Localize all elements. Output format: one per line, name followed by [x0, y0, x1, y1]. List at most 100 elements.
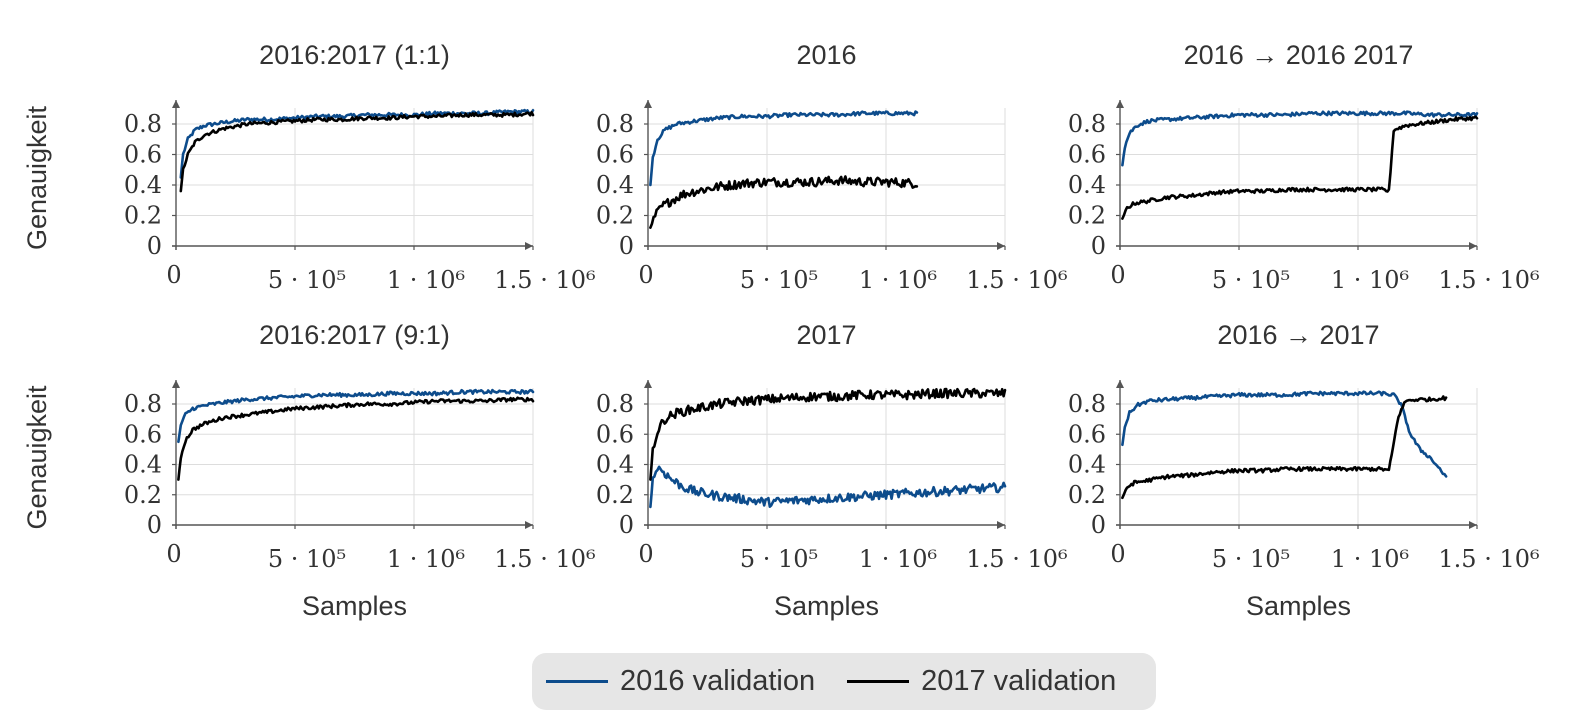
y-tick-label-1: 0.2: [1068, 481, 1106, 509]
x-tick-label-3: 1.5 · 10⁶: [1438, 266, 1539, 294]
legend-entry-2017: 2017 validation: [847, 665, 1116, 698]
x-tick-label-1: 5 · 10⁵: [268, 545, 346, 573]
y-tick-label-3: 0.6: [124, 141, 162, 169]
panel-p23: 00.20.40.60.80 5 · 10⁵ 1 · 10⁶ 1.5 · 10⁶201…: [1068, 320, 1540, 621]
x-axis-arrow: [997, 521, 1005, 529]
x-tick-label-0: 0: [638, 540, 653, 568]
series-p22-2017: [649, 387, 1007, 481]
panel-p12: 00.20.40.60.80 5 · 10⁵ 1 · 10⁶ 1.5 · 10⁶201…: [596, 40, 1068, 294]
y-axis-label: Genauigkeit: [22, 385, 52, 530]
series-p12-2016: [649, 110, 919, 187]
x-axis-arrow: [997, 242, 1005, 250]
y-tick-label-4: 0.8: [124, 110, 162, 138]
y-tick-label-3: 0.6: [124, 420, 162, 448]
x-tick-label-1: 5 · 10⁵: [268, 266, 346, 294]
panel-title: 2016 → 2016 2017: [1184, 40, 1414, 70]
x-tick-label-2: 1 · 10⁶: [1331, 545, 1409, 573]
x-tick-label-1: 5 · 10⁵: [740, 266, 818, 294]
legend-swatch-2016: [546, 680, 608, 683]
y-tick-label-2: 0.4: [124, 171, 162, 199]
x-tick-label-0: 0: [1110, 261, 1125, 289]
y-tick-label-1: 0.2: [124, 202, 162, 230]
panel-p22: 00.20.40.60.80 5 · 10⁵ 1 · 10⁶ 1.5 · 10⁶201…: [596, 320, 1068, 621]
y-tick-label-3: 0.6: [596, 420, 634, 448]
panel-title: 2016 → 2017: [1217, 320, 1379, 350]
y-tick-label-0: 0: [619, 511, 634, 539]
y-tick-label-4: 0.8: [596, 110, 634, 138]
x-axis-arrow: [1469, 521, 1477, 529]
y-tick-label-0: 0: [1091, 511, 1106, 539]
x-tick-label-2: 1 · 10⁶: [387, 266, 465, 294]
y-axis-arrow: [172, 100, 180, 108]
x-tick-label-3: 1.5 · 10⁶: [494, 266, 595, 294]
y-tick-label-2: 0.4: [596, 171, 634, 199]
legend-label-2017: 2017 validation: [921, 665, 1117, 697]
y-tick-label-0: 0: [147, 511, 162, 539]
y-tick-label-2: 0.4: [1068, 451, 1106, 479]
y-tick-label-3: 0.6: [1068, 420, 1106, 448]
y-tick-label-1: 0.2: [596, 481, 634, 509]
series-p22-2016: [649, 465, 1007, 509]
y-axis-arrow: [172, 380, 180, 388]
y-tick-label-4: 0.8: [1068, 390, 1106, 418]
series-p21-2016: [177, 388, 535, 444]
panel-title: 2016: [796, 40, 856, 70]
panel-p13: 00.20.40.60.80 5 · 10⁵ 1 · 10⁶ 1.5 · 10⁶201…: [1068, 40, 1540, 294]
series-p13-2016: [1121, 110, 1479, 167]
series-p21-2017: [177, 396, 535, 481]
x-tick-label-0: 0: [1110, 540, 1125, 568]
legend-label-2016: 2016 validation: [620, 665, 816, 697]
x-tick-label-2: 1 · 10⁶: [1331, 266, 1409, 294]
series-p23-2016: [1121, 390, 1448, 478]
x-axis-arrow: [525, 242, 533, 250]
series-p11-2017: [179, 110, 535, 193]
x-tick-label-3: 1.5 · 10⁶: [966, 545, 1067, 573]
x-tick-label-1: 5 · 10⁵: [740, 545, 818, 573]
panel-title: 2016:2017 (9:1): [259, 320, 450, 350]
y-axis-arrow: [644, 100, 652, 108]
series-p23-2017: [1121, 395, 1448, 500]
legend-entry-2016: 2016 validation: [546, 665, 815, 698]
y-tick-label-1: 0.2: [596, 202, 634, 230]
y-axis-arrow: [644, 380, 652, 388]
y-axis-arrow: [1116, 380, 1124, 388]
x-tick-label-3: 1.5 · 10⁶: [494, 545, 595, 573]
y-tick-label-3: 0.6: [1068, 141, 1106, 169]
y-tick-label-0: 0: [1091, 232, 1106, 260]
x-axis-label: Samples: [774, 591, 879, 621]
legend-swatch-2017: [847, 680, 910, 683]
x-axis-arrow: [525, 521, 533, 529]
x-axis-label: Samples: [302, 591, 407, 621]
x-tick-label-0: 0: [166, 540, 181, 568]
series-p13-2017: [1121, 115, 1479, 220]
y-axis-arrow: [1116, 100, 1124, 108]
series-p12-2017: [649, 175, 919, 229]
panel-p21: 00.20.40.60.80 5 · 10⁵ 1 · 10⁶ 1.5 · 10⁶201…: [22, 320, 596, 621]
legend: 2016 validation 2017 validation: [532, 653, 1156, 710]
y-tick-label-2: 0.4: [1068, 171, 1106, 199]
y-tick-label-4: 0.8: [596, 390, 634, 418]
panel-title: 2016:2017 (1:1): [259, 40, 450, 70]
x-tick-label-1: 5 · 10⁵: [1212, 266, 1290, 294]
x-tick-label-2: 1 · 10⁶: [859, 266, 937, 294]
y-tick-label-4: 0.8: [124, 390, 162, 418]
x-axis-arrow: [1469, 242, 1477, 250]
panel-p11: 00.20.40.60.80 5 · 10⁵ 1 · 10⁶ 1.5 · 10⁶201…: [22, 40, 596, 294]
panel-title: 2017: [796, 320, 856, 350]
x-tick-label-0: 0: [638, 261, 653, 289]
x-tick-label-0: 0: [166, 261, 181, 289]
x-tick-label-1: 5 · 10⁵: [1212, 545, 1290, 573]
y-tick-label-2: 0.4: [124, 451, 162, 479]
x-tick-label-3: 1.5 · 10⁶: [1438, 545, 1539, 573]
y-tick-label-4: 0.8: [1068, 110, 1106, 138]
y-tick-label-3: 0.6: [596, 141, 634, 169]
y-tick-label-1: 0.2: [1068, 202, 1106, 230]
y-tick-label-0: 0: [619, 232, 634, 260]
x-tick-label-2: 1 · 10⁶: [387, 545, 465, 573]
x-axis-label: Samples: [1246, 591, 1351, 621]
y-tick-label-0: 0: [147, 232, 162, 260]
x-tick-label-2: 1 · 10⁶: [859, 545, 937, 573]
x-tick-label-3: 1.5 · 10⁶: [966, 266, 1067, 294]
y-axis-label: Genauigkeit: [22, 105, 52, 250]
